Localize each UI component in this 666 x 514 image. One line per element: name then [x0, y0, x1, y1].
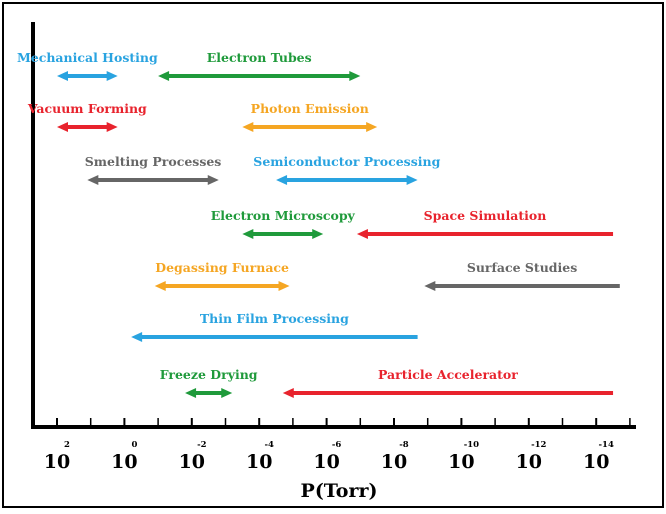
range-arrow-head-left: [57, 71, 68, 81]
range-arrow-head-right: [406, 175, 418, 185]
tick-label-exponent: -8: [399, 440, 409, 450]
range-label: Electron Microscopy: [211, 208, 356, 223]
tick-label-exponent: -4: [264, 440, 274, 450]
range-vacuum-forming: Vacuum Forming: [27, 101, 147, 132]
range-degassing-furnace: Degassing Furnace: [154, 260, 290, 291]
tick-label-base: 10: [179, 451, 205, 473]
tick-label-base: 10: [313, 451, 339, 473]
range-arrow-head-right: [106, 122, 118, 132]
tick-label-base: 10: [583, 451, 609, 473]
range-photon-emission: Photon Emission: [242, 101, 378, 132]
range-label: Thin Film Processing: [200, 311, 349, 326]
tick-label-base: 10: [111, 451, 137, 473]
range-arrow-head-right: [312, 229, 324, 239]
range-label: Semiconductor Processing: [253, 154, 440, 169]
range-arrow-head-right: [221, 388, 233, 398]
range-arrow-head-right: [278, 281, 290, 291]
range-space-simulation: Space Simulation: [356, 208, 614, 239]
range-label: Freeze Drying: [160, 367, 258, 382]
range-electron-microscopy: Electron Microscopy: [211, 208, 356, 239]
range-label: Degassing Furnace: [155, 260, 289, 275]
range-electron-tubes: Electron Tubes: [158, 50, 361, 81]
range-label: Electron Tubes: [207, 50, 312, 65]
outer-border: [2, 2, 664, 508]
range-arrow-head-left: [276, 175, 288, 185]
tick-label-exponent: -10: [464, 440, 479, 450]
tick-label-base: 10: [246, 451, 272, 473]
range-label: Space Simulation: [424, 208, 547, 223]
tick-label-exponent: -12: [531, 440, 546, 450]
range-arrow-head-left: [242, 229, 254, 239]
range-label: Smelting Processes: [85, 154, 222, 169]
range-arrow-head-left: [131, 332, 143, 342]
range-particle-accelerator: Particle Accelerator: [282, 367, 614, 398]
range-arrow-head-right: [366, 122, 378, 132]
tick-label-base: 10: [448, 451, 474, 473]
tick-label-base: 10: [381, 451, 407, 473]
range-label: Surface Studies: [467, 260, 577, 275]
range-freeze-drying: Freeze Drying: [160, 367, 258, 398]
range-arrow-head-left: [424, 281, 436, 291]
range-semiconductor-processing: Semiconductor Processing: [253, 154, 441, 185]
application-ranges: Mechanical Hosting Electron Tubes Vacuum F…: [17, 50, 620, 398]
range-arrow-head-left: [356, 229, 368, 239]
range-label: Mechanical Hosting: [17, 50, 158, 65]
range-arrow-head-left: [158, 71, 170, 81]
range-arrow-head-left: [242, 122, 254, 132]
tick-label-exponent: 0: [131, 440, 137, 450]
range-arrow-head-left: [57, 122, 68, 132]
range-arrow-head-left: [185, 388, 197, 398]
tick-label-base: 10: [516, 451, 542, 473]
range-arrow-head-right: [106, 71, 118, 81]
range-arrow-head-right: [207, 175, 219, 185]
range-label: Vacuum Forming: [27, 101, 147, 116]
tick-label-exponent: -6: [332, 440, 342, 450]
range-arrow-head-right: [349, 71, 361, 81]
tick-label-exponent: -2: [197, 440, 207, 450]
tick-label-exponent: 2: [64, 440, 70, 450]
range-arrow-head-left: [87, 175, 99, 185]
range-thin-film-processing: Thin Film Processing: [131, 311, 418, 342]
range-label: Photon Emission: [251, 101, 369, 116]
range-smelting-processes: Smelting Processes: [85, 154, 222, 185]
range-surface-studies: Surface Studies: [424, 260, 620, 291]
range-mechanical-hosting: Mechanical Hosting: [17, 50, 158, 81]
tick-label-exponent: -14: [599, 440, 614, 450]
tick-label-base: 10: [44, 451, 70, 473]
range-arrow-head-left: [282, 388, 294, 398]
range-label: Particle Accelerator: [378, 367, 518, 382]
range-arrow-head-left: [154, 281, 166, 291]
x-axis-label: P(Torr): [301, 480, 378, 502]
